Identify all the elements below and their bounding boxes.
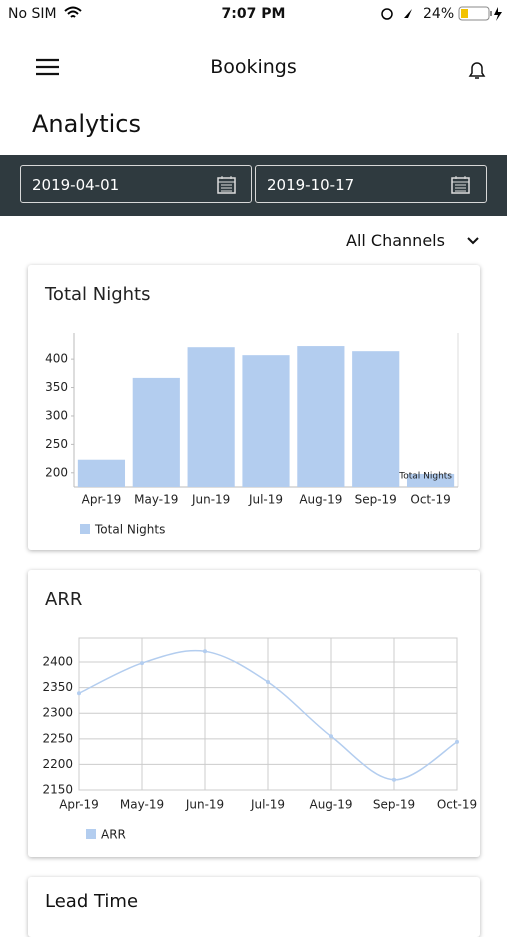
carrier: No SIM xyxy=(8,6,57,22)
x-tick-label: Jun-19 xyxy=(185,798,224,812)
y-tick-label: 2400 xyxy=(42,655,73,669)
bar xyxy=(242,355,290,487)
x-tick-label: Oct-19 xyxy=(437,798,477,812)
point xyxy=(455,739,459,744)
y-tick-label: 200 xyxy=(45,465,68,479)
end-date[interactable]: 2019-10-17 xyxy=(255,165,487,203)
y-tick-label: 300 xyxy=(45,408,68,422)
dropdown-arrow xyxy=(467,237,479,245)
bar xyxy=(187,347,235,487)
x-tick-label: May-19 xyxy=(134,493,178,507)
y-tick-label: 2300 xyxy=(42,706,73,720)
y-tick-label: 350 xyxy=(45,380,68,394)
calendar-icon xyxy=(217,176,236,194)
chart-card: Lead Time xyxy=(28,877,480,937)
y-tick-label: 400 xyxy=(45,352,68,366)
point xyxy=(203,649,207,654)
legend-swatch xyxy=(80,524,90,534)
x-tick-label: Sep-19 xyxy=(355,493,397,507)
bar xyxy=(406,473,455,487)
point xyxy=(392,777,396,782)
chart-card: Total Nights 200 250 300 350 400 Apr-19 May-19 J… xyxy=(28,265,480,550)
chart: ARR 2150 2200 2250 2300 2350 2400 Apr-19 May-19 J… xyxy=(42,589,477,842)
menu-button[interactable] xyxy=(36,58,60,76)
header-title: Bookings xyxy=(210,56,297,78)
page-title: Analytics xyxy=(32,110,141,138)
battery-icon xyxy=(458,6,502,21)
chart-card: ARR 2150 2200 2250 2300 2350 2400 Apr-19 May-19 J… xyxy=(28,570,480,857)
legend-label: Total Nights xyxy=(94,523,165,537)
battery-level: 24% xyxy=(423,6,455,22)
bar xyxy=(297,346,345,487)
point xyxy=(329,734,333,739)
x-tick-label: Jun-19 xyxy=(191,493,230,507)
x-tick-label: May-19 xyxy=(120,798,164,812)
x-tick-label: Sep-19 xyxy=(373,798,415,812)
point xyxy=(140,661,144,666)
start-date-text: 2019-04-01 xyxy=(32,176,120,194)
chart-title: ARR xyxy=(45,589,82,610)
end-date-text: 2019-10-17 xyxy=(267,176,355,194)
x-tick-label: Apr-19 xyxy=(59,798,99,812)
y-tick-label: 2250 xyxy=(42,731,73,745)
notifications-button[interactable] xyxy=(467,60,487,80)
calendar-icon xyxy=(451,176,470,194)
channel-filter[interactable]: All Channels xyxy=(346,231,445,250)
y-tick-label: 250 xyxy=(45,437,68,451)
point xyxy=(266,680,270,685)
card-title: Lead Time xyxy=(45,891,139,912)
clock: 7:07 PM xyxy=(221,6,286,22)
x-tick-label: Aug-19 xyxy=(299,493,342,507)
x-tick-label: Jul-19 xyxy=(248,493,283,507)
y-tick-label: 2150 xyxy=(42,783,73,797)
start-date[interactable]: 2019-04-01 xyxy=(20,165,252,203)
annotation: Total Nights xyxy=(398,472,452,482)
legend-label: ARR xyxy=(101,828,126,842)
y-tick-label: 2350 xyxy=(42,680,73,694)
chart-title: Total Nights xyxy=(44,284,151,305)
bar xyxy=(132,377,180,487)
bar xyxy=(352,351,400,487)
x-tick-label: Jul-19 xyxy=(250,798,285,812)
x-tick-label: Oct-19 xyxy=(410,493,450,507)
bar xyxy=(77,459,126,487)
chart: Total Nights 200 250 300 350 400 Apr-19 May-19 J… xyxy=(44,284,459,537)
legend-swatch xyxy=(86,829,96,839)
status-icons xyxy=(381,8,412,20)
y-tick-label: 2200 xyxy=(42,757,73,771)
point xyxy=(77,691,81,696)
x-tick-label: Aug-19 xyxy=(309,798,352,812)
page: No SIM 7:07 PM 24% Bookings Analytics 20… xyxy=(0,6,507,912)
wifi-icon xyxy=(64,6,82,18)
x-tick-label: Apr-19 xyxy=(82,493,122,507)
